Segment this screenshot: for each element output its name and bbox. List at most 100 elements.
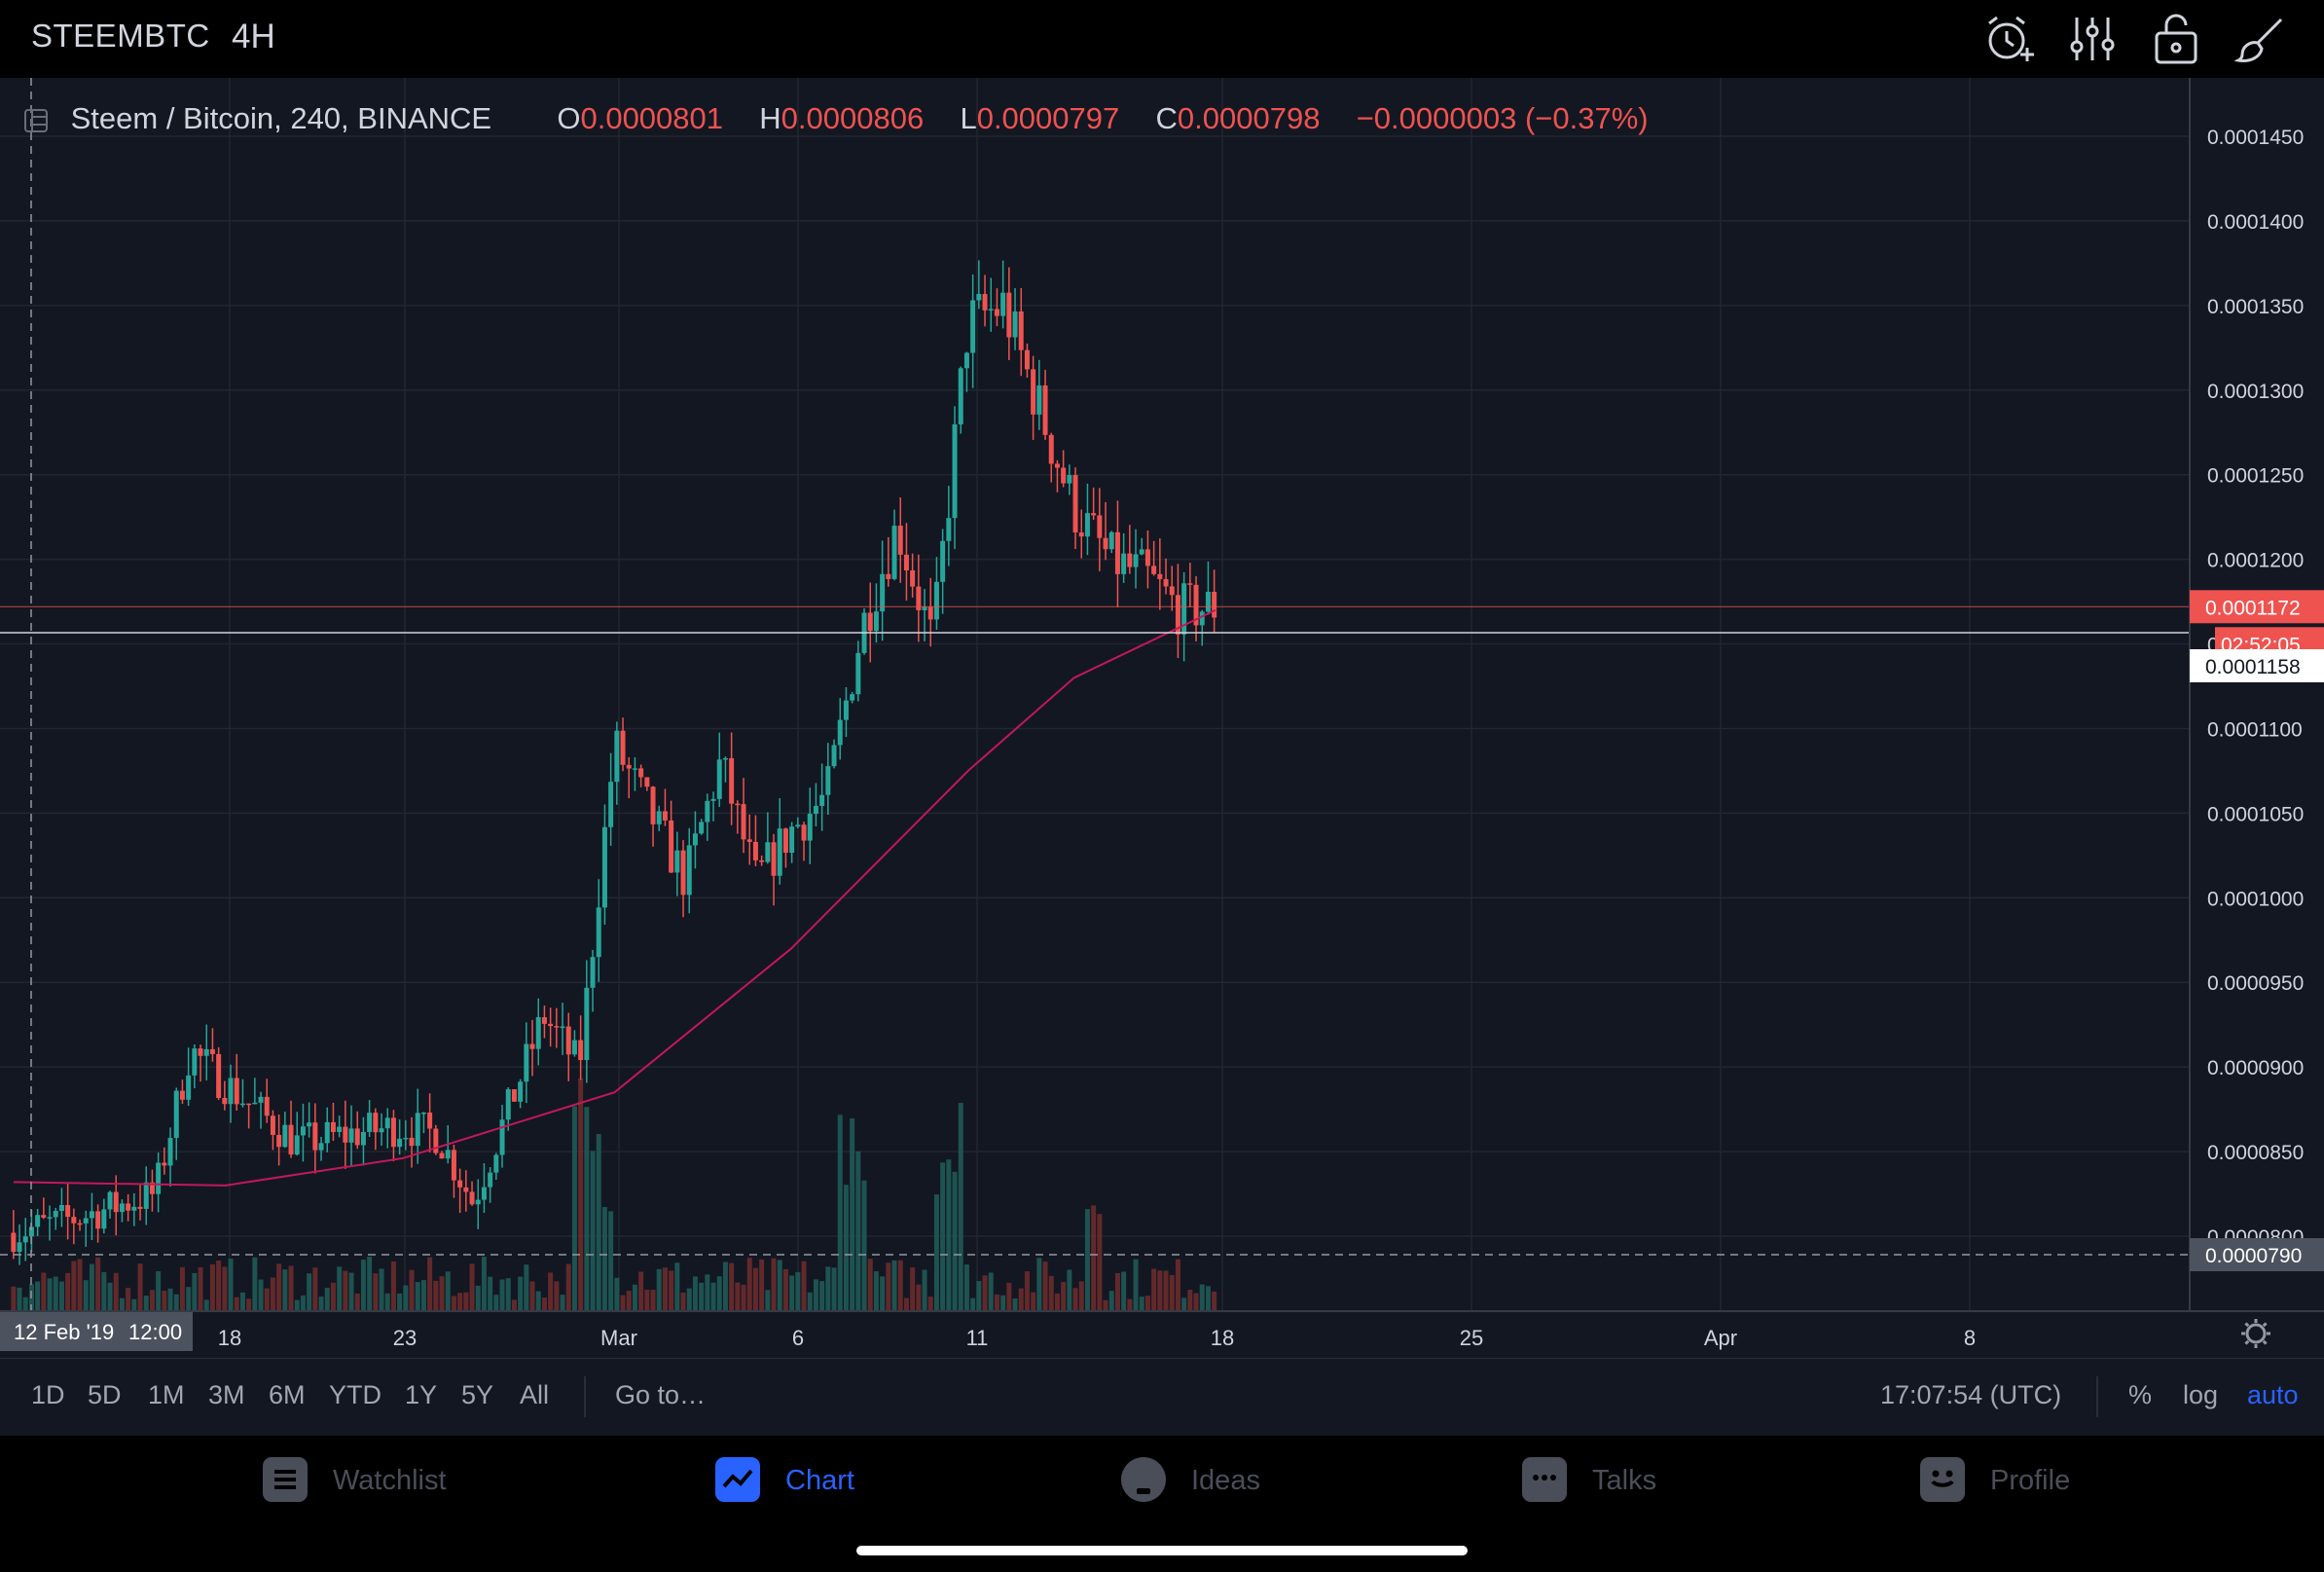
range-1d[interactable]: 1D — [31, 1380, 65, 1409]
volume-bar — [861, 1180, 867, 1310]
candle-body — [735, 803, 741, 806]
volume-bar — [855, 1151, 861, 1310]
volume-bar — [825, 1266, 831, 1310]
candle-body — [499, 1119, 505, 1155]
range-5y[interactable]: 5Y — [461, 1380, 494, 1409]
volume-bar — [746, 1258, 752, 1310]
time-tick-label: 8 — [1964, 1326, 1976, 1350]
range-3m[interactable]: 3M — [208, 1380, 245, 1409]
goto-date-button[interactable]: Go to… — [615, 1380, 707, 1409]
candle-body — [565, 1026, 571, 1055]
volume-bar — [705, 1274, 710, 1310]
alarm-add-icon[interactable] — [1981, 12, 2036, 66]
volume-bar — [529, 1281, 535, 1310]
candle-body — [451, 1150, 456, 1181]
candle-body — [28, 1226, 34, 1237]
volume-bar — [439, 1276, 445, 1310]
volume-bar — [1114, 1272, 1120, 1310]
candle-body — [457, 1180, 463, 1188]
candle-body — [729, 757, 735, 804]
volume-bar — [1163, 1270, 1169, 1310]
chart-title[interactable]: Steem / Bitcoin, 240, BINANCE — [70, 100, 492, 135]
candle-body — [903, 554, 909, 570]
volume-bar — [662, 1267, 668, 1310]
range-5d[interactable]: 5D — [88, 1380, 122, 1409]
range-1y[interactable]: 1Y — [405, 1380, 438, 1409]
volume-bar — [626, 1291, 632, 1310]
low-key: L — [960, 100, 977, 135]
candle-body — [927, 606, 933, 620]
volume-bar — [1193, 1293, 1199, 1310]
volume-bar — [614, 1277, 620, 1310]
last-price-text: 0.0001172 — [2205, 597, 2301, 619]
range-1m[interactable]: 1M — [148, 1380, 185, 1409]
lightbulb-icon — [1121, 1457, 1166, 1502]
candle-body — [855, 652, 861, 695]
volume-bar — [505, 1278, 511, 1310]
range-divider — [584, 1376, 586, 1417]
candle-body — [318, 1143, 324, 1151]
candle-body — [113, 1191, 119, 1213]
candle-body — [41, 1215, 47, 1218]
candle-body — [813, 805, 818, 815]
indicators-icon[interactable] — [2065, 12, 2120, 66]
profile-icon — [1920, 1457, 1965, 1502]
open-value: 0.0000801 — [580, 100, 724, 135]
volume-bar — [143, 1295, 149, 1310]
object-tree-icon[interactable] — [23, 106, 49, 132]
time-tick-label: 6 — [792, 1326, 804, 1350]
volume-bar — [952, 1171, 958, 1310]
unlock-icon[interactable] — [2149, 12, 2203, 66]
volume-bar — [710, 1282, 716, 1310]
symbol-name[interactable]: STEEMBTC — [31, 18, 210, 54]
candle-body — [126, 1203, 131, 1211]
candle-body — [596, 907, 601, 958]
candle-body — [481, 1187, 487, 1200]
change-value: −0.0000003 (−0.37%) — [1356, 100, 1649, 135]
candle-body — [982, 294, 988, 311]
volume-bar — [1133, 1259, 1139, 1310]
candle-body — [680, 850, 686, 896]
crosshair-price-text: 0.0001158 — [2205, 656, 2301, 678]
candle-body — [789, 826, 795, 854]
candle-body — [958, 368, 963, 424]
volume-bar — [384, 1293, 390, 1310]
drawing-brush-icon[interactable] — [2233, 12, 2287, 66]
range-divider-right — [2096, 1376, 2098, 1417]
chart-area[interactable]: 0.0001450 0.0001400 0.0001350 0.0001300 0.00… — [0, 78, 2324, 1358]
candle-body — [880, 573, 886, 612]
volume-bar — [192, 1272, 198, 1310]
settings-gear-icon[interactable] — [2241, 1319, 2270, 1348]
timeframe-selector[interactable]: 4H — [232, 18, 275, 55]
candle-body — [843, 700, 849, 720]
log-scale-toggle[interactable]: log — [2183, 1380, 2219, 1409]
candle-body — [692, 833, 698, 846]
tab-chart-label: Chart — [785, 1465, 854, 1496]
volume-bar — [403, 1285, 409, 1310]
percent-scale-toggle[interactable]: % — [2128, 1380, 2153, 1409]
range-6m[interactable]: 6M — [269, 1380, 306, 1409]
candle-body — [946, 518, 952, 541]
candle-body — [203, 1048, 209, 1056]
volume-bar — [1175, 1259, 1180, 1310]
price-tick-label: 0.0001050 — [2207, 803, 2304, 825]
candle-body — [1006, 292, 1012, 338]
chart-canvas[interactable]: 0.0001450 0.0001400 0.0001350 0.0001300 0.00… — [0, 78, 2324, 1358]
volume-bar — [988, 1272, 994, 1310]
crosshair-low-badge — [2190, 1238, 2324, 1271]
candle-body — [963, 352, 969, 369]
range-ytd[interactable]: YTD — [329, 1380, 381, 1409]
price-axis: 0.0001450 0.0001400 0.0001350 0.0001300 0.00… — [2189, 78, 2324, 1358]
volume-bar — [891, 1260, 897, 1310]
auto-scale-toggle[interactable]: auto — [2247, 1380, 2299, 1409]
candle-body — [1205, 591, 1211, 612]
volume-bar — [1212, 1291, 1217, 1310]
candle-body — [825, 766, 831, 795]
utc-clock[interactable]: 17:07:54 (UTC) — [1880, 1380, 2062, 1409]
candle-body — [626, 764, 632, 769]
volume-bar — [276, 1263, 282, 1310]
range-all[interactable]: All — [520, 1380, 550, 1409]
volume-bar — [324, 1288, 330, 1310]
bottom-tab-bar: Watchlist Chart Ideas Talks Profile — [0, 1436, 2324, 1572]
candle-body — [186, 1075, 192, 1100]
